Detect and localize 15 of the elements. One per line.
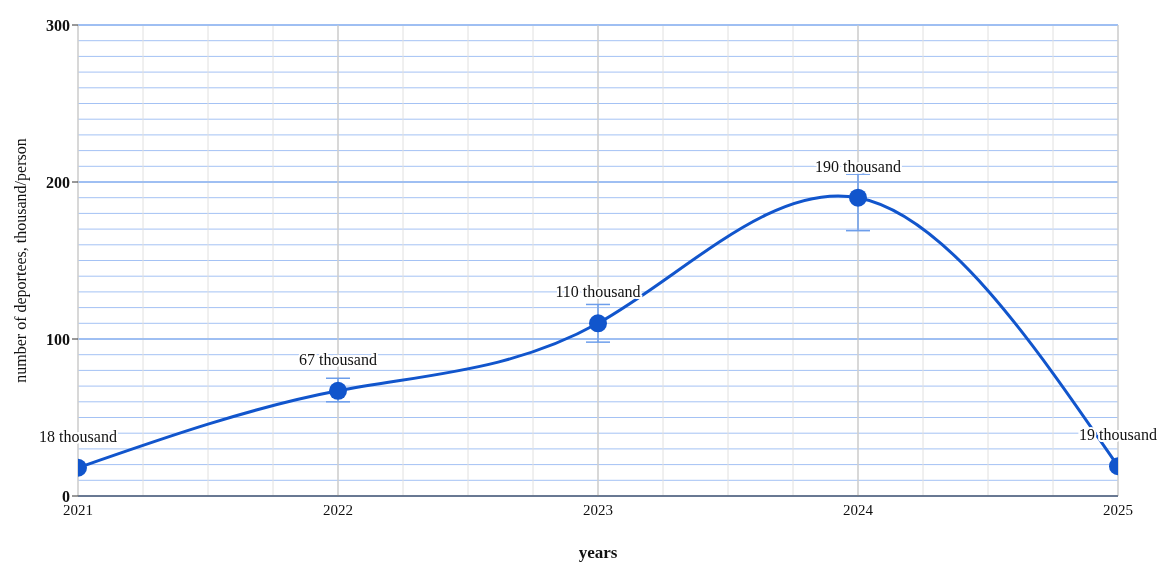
data-label: 110 thousand xyxy=(555,283,641,301)
x-tick-label: 2025 xyxy=(1103,501,1133,518)
x-tick-label: 2023 xyxy=(583,501,613,518)
y-tick-label: 100 xyxy=(46,330,70,348)
point xyxy=(589,314,607,333)
y-tick-label: 300 xyxy=(46,16,70,34)
x-tick-label: 2024 xyxy=(843,501,874,518)
data-label: 19 thousand xyxy=(1079,426,1157,444)
x-axis-title: years xyxy=(578,543,618,562)
y-axis-title: number of deportees, thousand/person xyxy=(11,138,30,383)
x-tick-label: 2022 xyxy=(323,501,353,518)
data-label: 190 thousand xyxy=(815,157,901,175)
y-tick-label: 200 xyxy=(46,173,70,191)
data-label: 67 thousand xyxy=(299,350,377,368)
data-label: 18 thousand xyxy=(39,427,117,445)
